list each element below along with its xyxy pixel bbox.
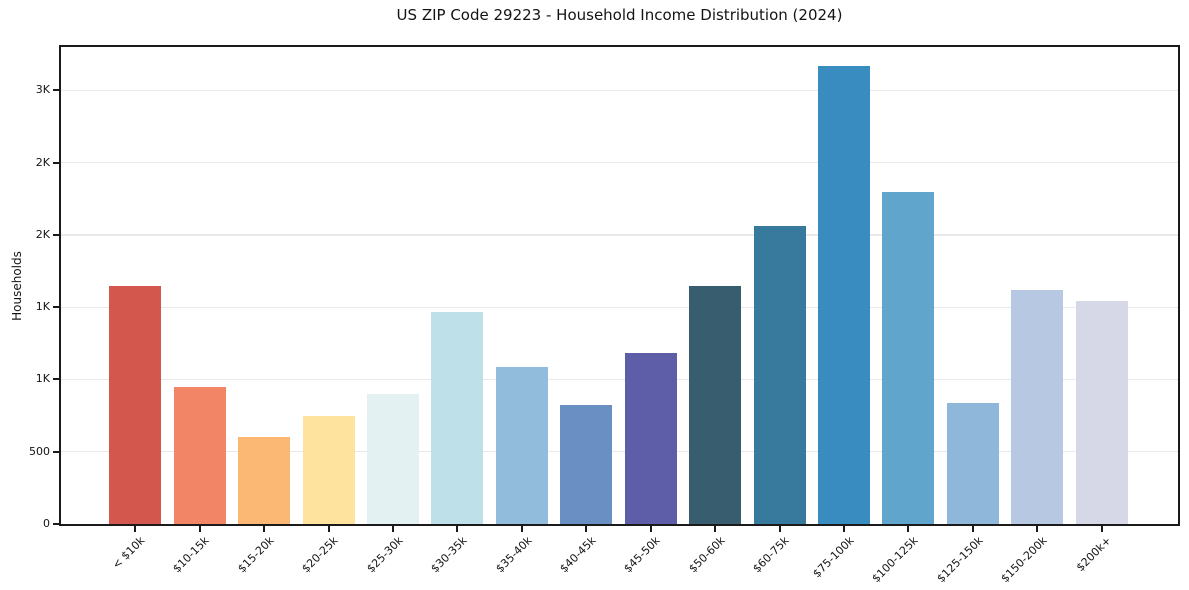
bar [238, 437, 291, 524]
y-tick-mark [53, 161, 59, 164]
x-tick-mark [907, 526, 910, 532]
bar [495, 367, 548, 524]
x-tick-mark [456, 526, 459, 532]
x-tick-mark [263, 526, 266, 532]
y-tick-label: 500 [29, 444, 50, 458]
x-tick-label-text: $20-25k [299, 534, 341, 576]
y-tick-label: 2K [35, 155, 50, 169]
x-tick-mark [714, 526, 717, 532]
gridline [61, 161, 1178, 164]
x-tick-label-text: $125-150k [933, 534, 986, 586]
y-tick-mark [53, 306, 59, 309]
x-tick-label-text: $15-20k [235, 534, 277, 576]
x-tick-label-text: $200k+ [1073, 534, 1114, 575]
x-tick-label-text: $30-35k [428, 534, 470, 576]
y-tick-label: 1K [35, 372, 50, 386]
gridline [61, 451, 1178, 453]
bar [431, 311, 484, 524]
x-tick-mark [778, 526, 781, 532]
y-tick-mark [53, 450, 59, 453]
bar [946, 402, 999, 524]
plot-area [59, 45, 1180, 526]
bar [302, 415, 355, 524]
x-tick-label-text: $100-125k [869, 534, 921, 586]
x-tick-mark [134, 526, 137, 532]
bar [1011, 289, 1064, 524]
y-tick-mark [53, 233, 59, 236]
x-tick-label-text: $25-30k [363, 534, 406, 576]
x-tick-label-text: $60-75k [750, 534, 792, 576]
y-tick-mark [53, 523, 59, 525]
x-tick-mark [1100, 526, 1103, 532]
bar [689, 285, 742, 524]
y-tick-mark [53, 89, 59, 92]
x-tick-mark [843, 526, 846, 532]
x-tick-label-text: $40-45k [557, 534, 599, 576]
x-tick-label-text: $10-15k [170, 534, 212, 576]
x-tick-label-text: $50-60k [686, 534, 728, 576]
x-tick-label-text: $45-50k [621, 534, 663, 576]
bar [624, 353, 677, 524]
y-tick-label: 1K [35, 300, 50, 314]
gridline [61, 89, 1178, 92]
bar [1075, 301, 1128, 524]
x-tick-mark [649, 526, 652, 532]
x-tick-label-text: $75-100k [810, 534, 857, 581]
y-tick-label: 0 [43, 517, 50, 530]
x-tick-label-text: < $10k [109, 534, 148, 572]
x-tick-mark [585, 526, 588, 532]
bar [882, 191, 935, 524]
bar [818, 65, 871, 524]
bar [173, 386, 226, 524]
x-tick-mark [391, 526, 394, 532]
y-tick-label: 2K [35, 227, 50, 241]
bar [560, 405, 613, 524]
x-tick-label-text: $150-200k [998, 534, 1050, 586]
y-tick-mark [53, 378, 59, 381]
y-tick-label: 3K [35, 83, 50, 97]
x-tick-mark [1036, 526, 1039, 532]
bar [753, 226, 806, 524]
x-tick-mark [327, 526, 330, 532]
bar [109, 285, 162, 524]
x-tick-mark [971, 526, 974, 532]
x-tick-mark [520, 526, 523, 532]
gridline [61, 234, 1178, 236]
gridline [61, 378, 1178, 381]
x-tick-label-text: $35-40k [492, 534, 535, 576]
gridline [61, 306, 1178, 308]
bar [366, 393, 419, 524]
x-tick-mark [198, 526, 201, 532]
chart-title: US ZIP Code 29223 - Household Income Dis… [396, 6, 843, 24]
